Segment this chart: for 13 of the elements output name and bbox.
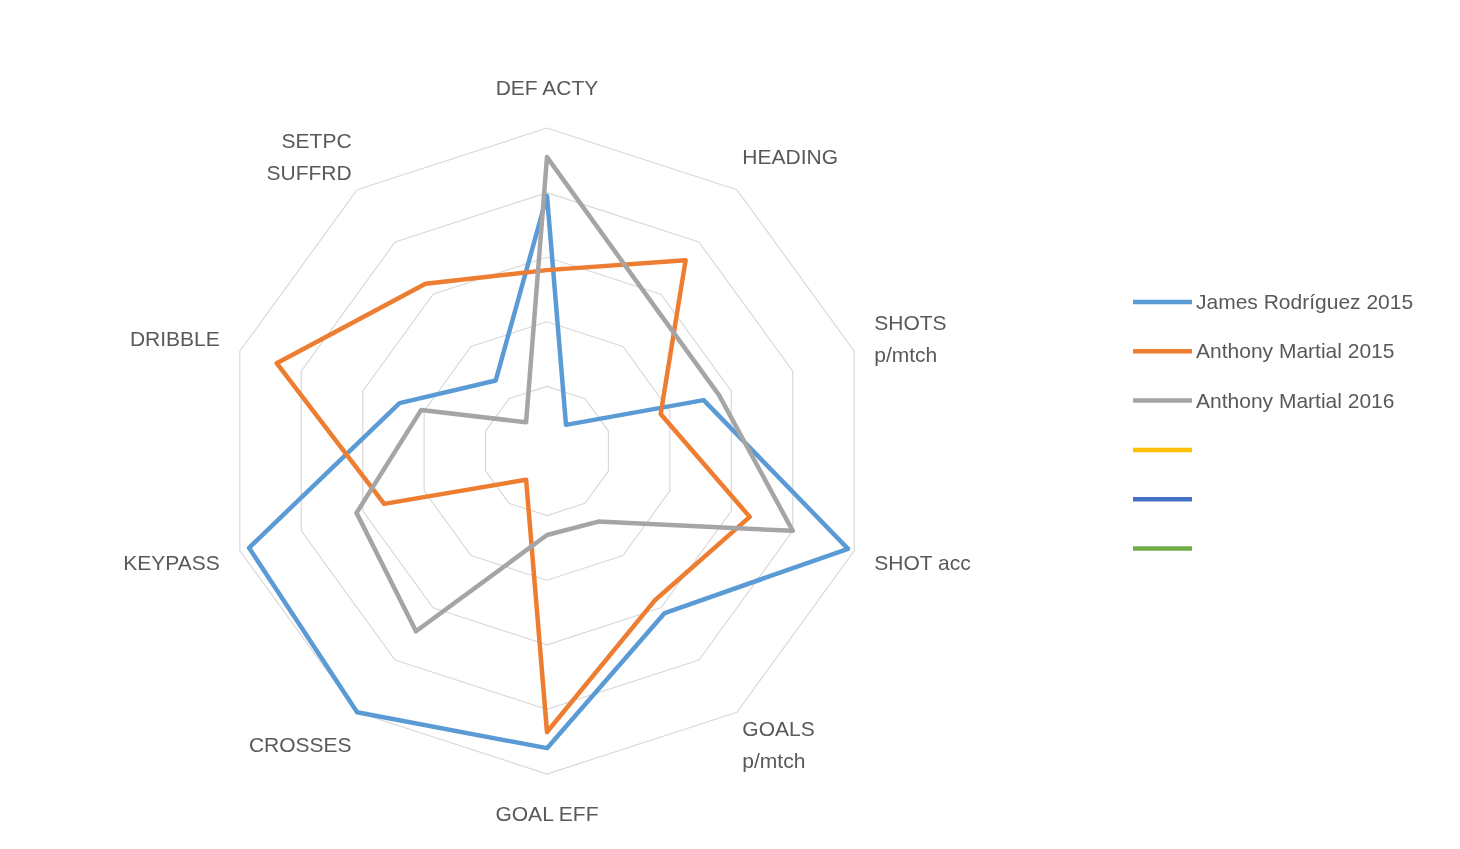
spoke-label: SHOTS p/mtch (874, 310, 947, 366)
spoke-label: GOAL EFF (495, 802, 599, 825)
spoke-label: HEADING (742, 145, 839, 169)
spoke-label: GOALS p/mtch (742, 716, 815, 772)
legend-label: James Rodríguez 2015 (1196, 290, 1414, 313)
spoke-label: DRIBBLE (129, 326, 220, 350)
spoke-label: CROSSES (248, 732, 352, 756)
legend-label: Anthony Martial 2015 (1196, 339, 1395, 363)
spoke-label: KEYPASS (123, 551, 220, 575)
spoke-label: SETPC SUFFRD (266, 129, 352, 185)
spoke-label: DEF ACTY (495, 76, 599, 99)
legend-label: Anthony Martial 2016 (1196, 388, 1395, 412)
spoke-label: SHOT acc (874, 551, 971, 575)
